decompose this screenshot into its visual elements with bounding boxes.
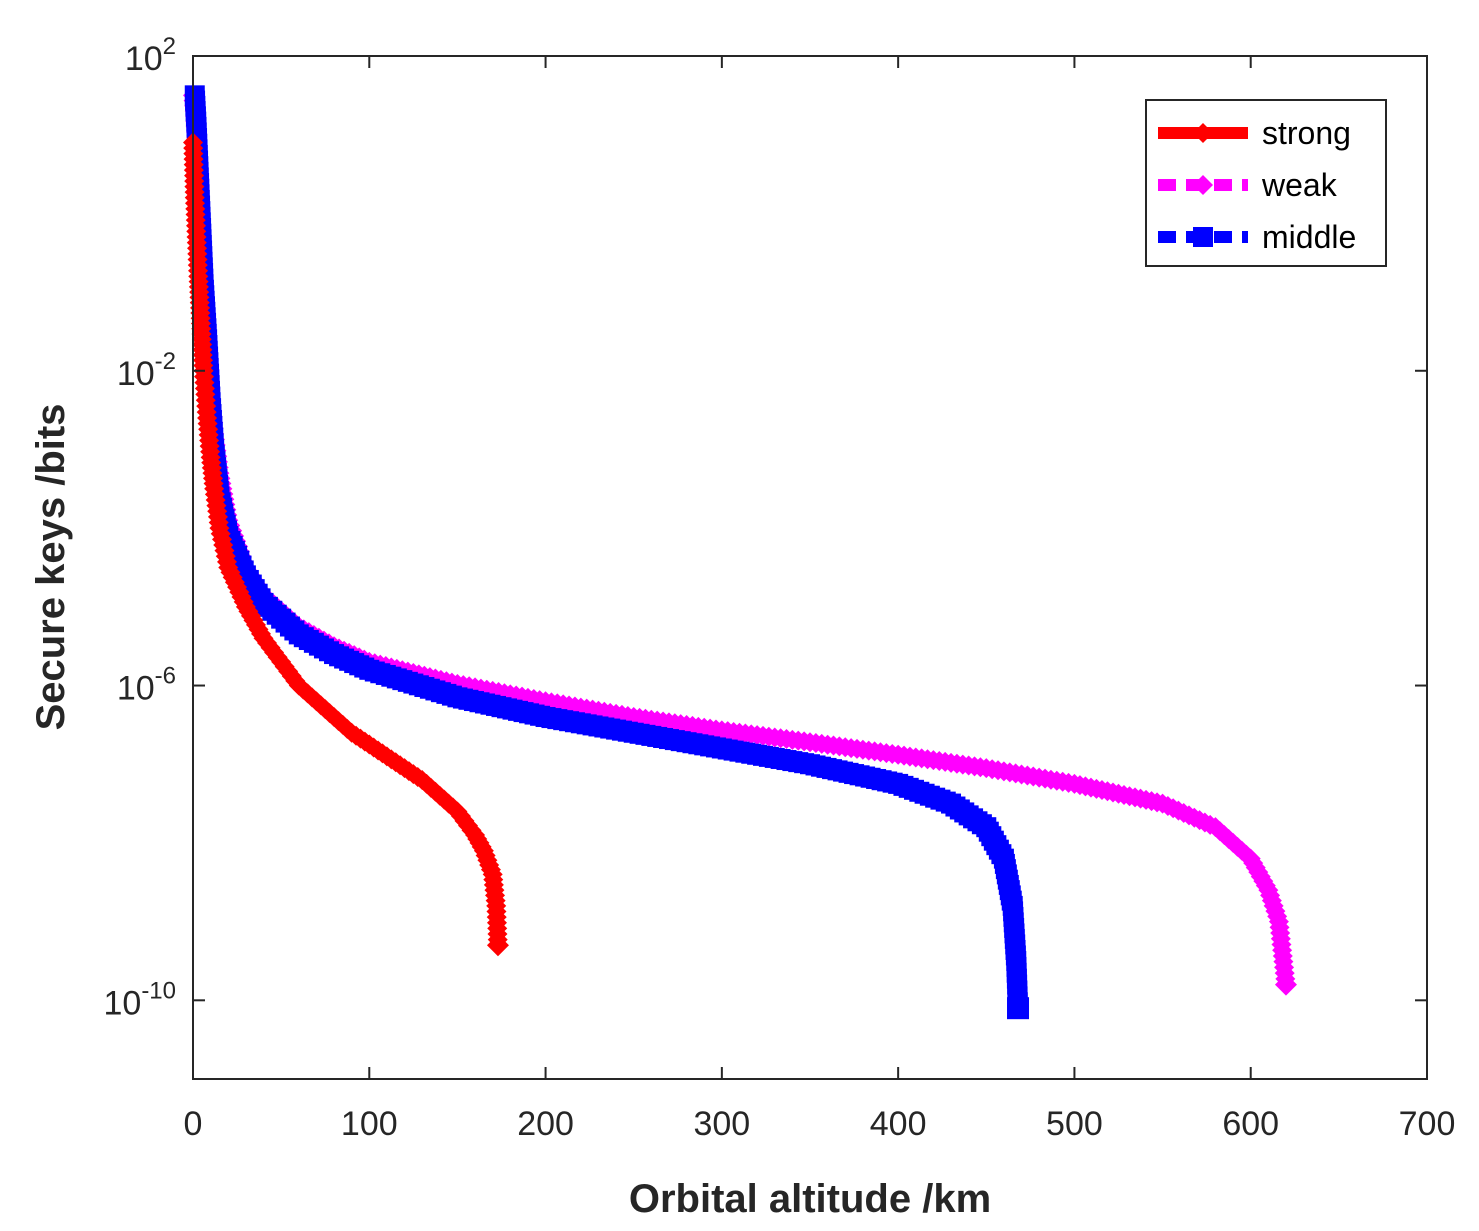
x-tick-label: 600	[1222, 1105, 1279, 1143]
x-tick-label: 300	[693, 1105, 750, 1143]
legend-label-middle: middle	[1262, 219, 1356, 255]
series-marker-strong	[486, 934, 509, 957]
legend-label-weak: weak	[1261, 167, 1338, 203]
y-tick-label: 10-6	[117, 663, 176, 708]
x-axis-title: Orbital altitude /km	[629, 1177, 991, 1221]
legend-entry-middle: middle	[1158, 219, 1356, 255]
legend-marker-middle	[1193, 227, 1213, 247]
x-tick-label: 100	[341, 1105, 398, 1143]
ticks-layer	[192, 55, 1428, 1079]
series-marker-middle	[1007, 997, 1030, 1020]
x-tick-label: 500	[1046, 1105, 1103, 1143]
x-tick-labels: 0 100 200 300 400 500 600 700	[184, 1105, 1456, 1143]
legend-marker-weak	[1193, 175, 1213, 195]
y-tick-label: 102	[125, 33, 176, 78]
legend-entry-weak: weak	[1158, 167, 1338, 203]
legend: strong weak middle	[1145, 99, 1387, 267]
series-marker-weak	[1274, 973, 1297, 996]
legend-entries: strong weak middle	[1158, 115, 1356, 255]
x-tick-label: 400	[870, 1105, 927, 1143]
plot-frame	[192, 55, 1428, 1080]
legend-entry-strong: strong	[1158, 115, 1351, 151]
y-tick-label: 10-2	[117, 348, 176, 393]
x-tick-label: 700	[1399, 1105, 1456, 1143]
y-tick-labels: 102 10-2 10-6 10-10	[103, 33, 176, 1022]
legend-label-strong: strong	[1262, 115, 1351, 151]
x-tick-label: 0	[184, 1105, 203, 1143]
y-tick-label: 10-10	[103, 977, 176, 1022]
legend-marker-strong	[1193, 123, 1213, 143]
x-tick-label: 200	[517, 1105, 574, 1143]
y-axis-title: Secure keys /bits	[29, 404, 73, 731]
